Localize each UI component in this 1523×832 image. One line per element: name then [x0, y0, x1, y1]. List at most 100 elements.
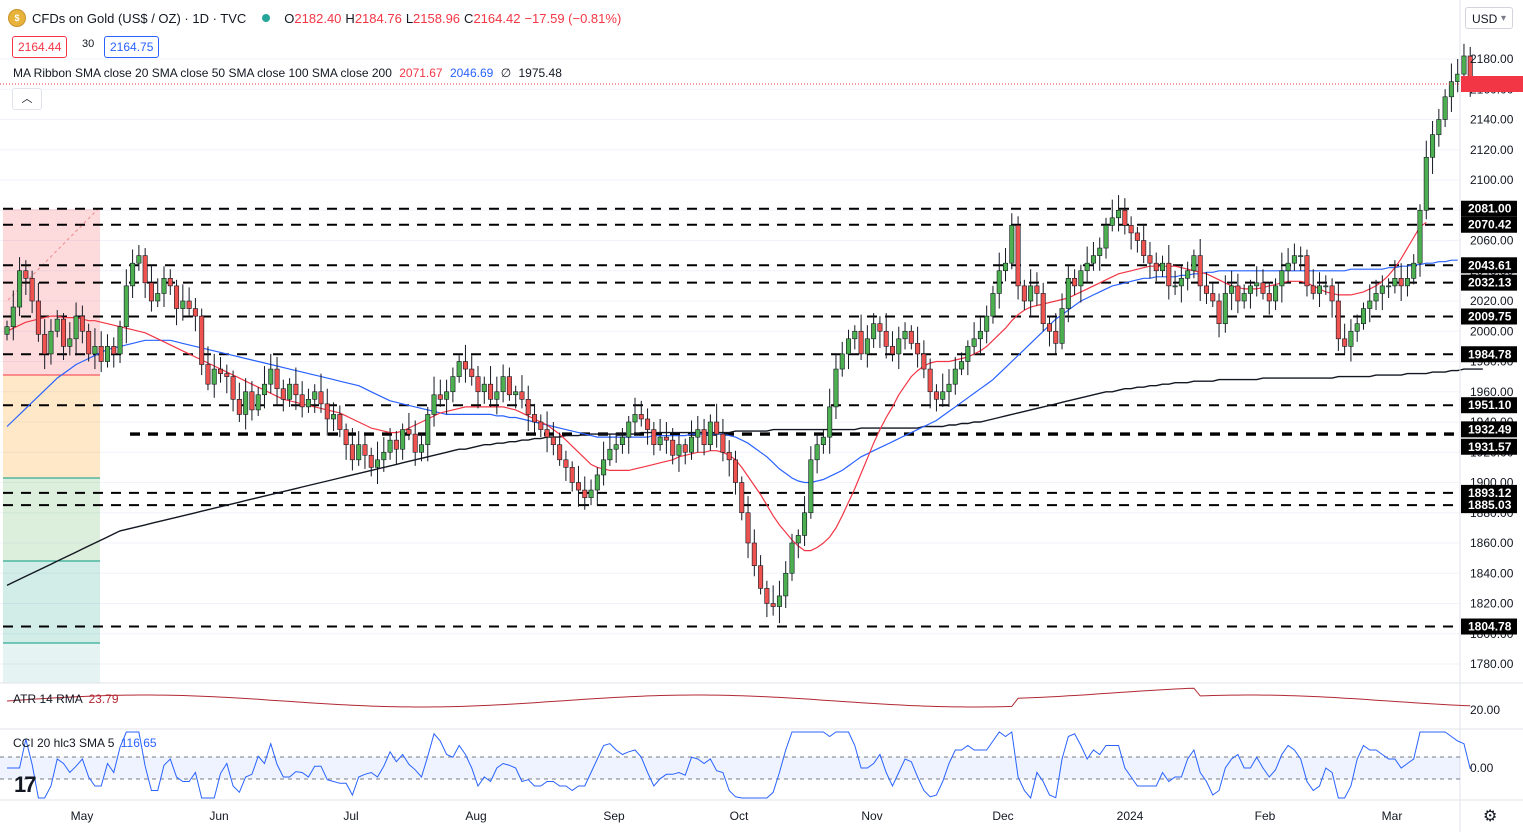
collapse-legend-button[interactable]: ︿: [12, 88, 42, 110]
candle-body: [180, 300, 186, 309]
level-label: 2043.61: [1468, 258, 1512, 272]
candle-body: [645, 418, 651, 430]
level-label: 1984.78: [1468, 347, 1512, 361]
level-label: 1893.12: [1468, 486, 1512, 500]
atr-value: 23.79: [88, 692, 119, 706]
candle-body: [764, 588, 770, 604]
buy-price-button[interactable]: 2164.75: [104, 36, 160, 58]
time-tick-label: Feb: [1255, 809, 1276, 823]
candle-body: [1128, 225, 1134, 234]
target3-zone: [3, 643, 100, 683]
candle-body: [720, 433, 726, 453]
price-tick-label: 2020.00: [1470, 294, 1514, 308]
chevron-up-icon: ︿: [21, 93, 33, 105]
candle-body: [1304, 255, 1310, 287]
level-labels: 2081.00 2070.42 2043.61 2032.13 2009.75 1984.…: [1461, 200, 1517, 635]
time-tick-label: Nov: [861, 809, 882, 823]
candle-body: [249, 391, 255, 411]
sma200-line: [6, 368, 1483, 587]
currency-selector[interactable]: USD ▾: [1465, 7, 1513, 29]
time-tick-label: May: [71, 809, 94, 823]
candle-body: [1203, 285, 1209, 294]
price-tick-label: 2000.00: [1470, 324, 1514, 338]
level-label-box: [1461, 274, 1517, 291]
candle-body: [607, 448, 613, 461]
level-label-box: [1461, 497, 1517, 514]
candle-body: [1367, 300, 1373, 309]
candle-body: [1178, 278, 1184, 287]
gear-icon[interactable]: ⚙: [1483, 808, 1498, 825]
candle-body: [1342, 338, 1348, 347]
candle-body: [29, 278, 35, 302]
cci-legend[interactable]: CCI 20 hlc3 SMA 5 116.65: [13, 736, 157, 750]
high-value: 2184.76: [354, 10, 402, 26]
candle-body: [670, 439, 676, 456]
candle-body: [148, 282, 154, 302]
candle-body: [287, 383, 293, 400]
candle-body: [406, 429, 412, 435]
candle-body: [1003, 262, 1009, 272]
candle-body: [268, 368, 274, 385]
candle-body: [726, 451, 732, 461]
candle-body: [1191, 255, 1197, 272]
candle-body: [808, 459, 814, 514]
moving-average-ribbon: [6, 221, 1483, 587]
candle-body: [858, 330, 864, 355]
change-value: −17.59 (−0.81%): [524, 10, 622, 26]
tradingview-logo[interactable]: 17: [14, 772, 37, 797]
atr-line: [6, 687, 1471, 708]
candle-body: [61, 318, 67, 347]
atr-legend[interactable]: ATR 14 RMA 23.79: [13, 692, 119, 706]
level-label-box: [1461, 346, 1517, 363]
candle-body: [293, 383, 299, 396]
candle-body: [54, 318, 60, 332]
target1-zone: [3, 478, 100, 561]
candle-body: [802, 512, 808, 536]
sma100-value: ∅: [500, 66, 512, 80]
candle-body: [4, 326, 10, 335]
candle-body: [563, 459, 569, 468]
level-label-box: [1461, 397, 1517, 414]
candle-body: [393, 439, 399, 450]
candle-body: [519, 391, 525, 400]
symbol-title[interactable]: CFDs on Gold (US$ / OZ) · 1D · TVC: [32, 10, 247, 26]
ma-ribbon-legend[interactable]: MA Ribbon SMA close 20 SMA close 50 SMA …: [13, 66, 562, 80]
candle-body: [236, 399, 242, 415]
candle-body: [538, 421, 544, 430]
candle-body: [513, 391, 519, 396]
candle-body: [1122, 209, 1128, 226]
candle-body: [1291, 255, 1297, 264]
candle-body: [732, 459, 738, 483]
candle-body: [1348, 330, 1354, 347]
high-label: H: [345, 10, 355, 26]
price-tick-label: 1960.00: [1470, 385, 1514, 399]
support-resistance-levels: [3, 207, 1460, 628]
candle-body: [915, 343, 921, 355]
candle-body: [965, 346, 971, 362]
chevron-down-icon: ▾: [1500, 13, 1506, 24]
sma50-value: 2046.69: [449, 66, 494, 80]
level-label: 1951.10: [1468, 398, 1512, 412]
level-label-box: [1461, 216, 1517, 233]
candle-body: [663, 436, 669, 441]
cci-tick-label: 0.00: [1470, 761, 1494, 775]
candle-body: [544, 429, 550, 438]
candle-body: [1160, 262, 1166, 272]
candle-body: [1084, 262, 1090, 272]
candle-body: [174, 285, 180, 309]
candle-body: [412, 433, 418, 453]
sell-price-button[interactable]: 2164.44: [12, 36, 68, 58]
time-tick-label: Jun: [209, 809, 228, 823]
symbol-header[interactable]: $ CFDs on Gold (US$ / OZ) · 1D · TVC O 21…: [8, 8, 621, 28]
sma20-line: [6, 221, 1427, 552]
candle-body: [23, 270, 29, 279]
candle-body: [1398, 278, 1404, 287]
level-label-box: [1461, 200, 1517, 217]
candle-body: [896, 338, 902, 355]
candle-body: [1053, 330, 1059, 344]
last-price-tag: [1461, 76, 1523, 92]
candle-body: [707, 421, 713, 445]
market-open-icon: [262, 14, 271, 22]
